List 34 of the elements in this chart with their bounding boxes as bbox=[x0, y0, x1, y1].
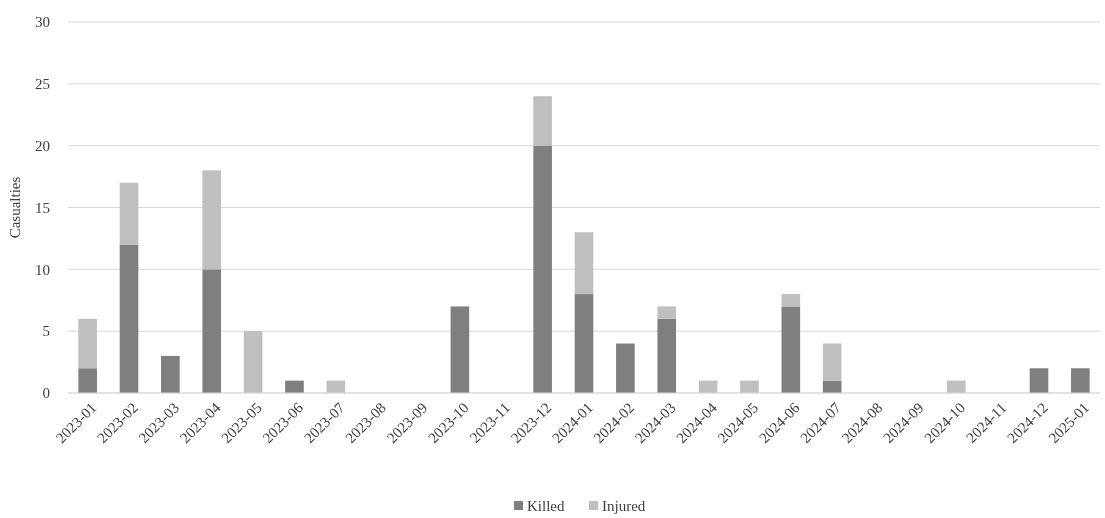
bar bbox=[781, 294, 801, 307]
bar bbox=[78, 368, 97, 393]
bar bbox=[574, 232, 594, 295]
bar bbox=[161, 355, 180, 393]
bar bbox=[822, 343, 842, 381]
bar bbox=[616, 343, 635, 393]
legend-label: Injured bbox=[602, 498, 646, 515]
y-tick-label: 20 bbox=[35, 137, 50, 154]
y-axis-title: Casualties bbox=[7, 176, 23, 239]
bar bbox=[657, 306, 677, 319]
bar bbox=[781, 306, 801, 393]
bar bbox=[1029, 368, 1049, 393]
y-tick-label: 0 bbox=[42, 385, 50, 402]
bar bbox=[533, 96, 552, 146]
y-tick-label: 15 bbox=[35, 199, 50, 216]
bar bbox=[450, 306, 470, 393]
y-tick-label: 10 bbox=[35, 261, 50, 278]
bar bbox=[285, 380, 304, 393]
bar bbox=[202, 170, 222, 270]
y-tick-label: 30 bbox=[35, 14, 50, 31]
bar bbox=[946, 380, 966, 393]
bar bbox=[78, 318, 97, 369]
bar bbox=[533, 145, 552, 393]
bar bbox=[740, 380, 759, 393]
bar bbox=[119, 244, 139, 393]
y-tick-label: 5 bbox=[42, 323, 50, 340]
bar bbox=[243, 331, 263, 393]
bar bbox=[1071, 368, 1090, 393]
bar bbox=[202, 269, 222, 393]
bar bbox=[119, 182, 139, 245]
legend-label: Killed bbox=[527, 498, 565, 515]
bar bbox=[574, 294, 594, 393]
y-tick-label: 25 bbox=[35, 76, 50, 93]
bar bbox=[657, 318, 677, 393]
